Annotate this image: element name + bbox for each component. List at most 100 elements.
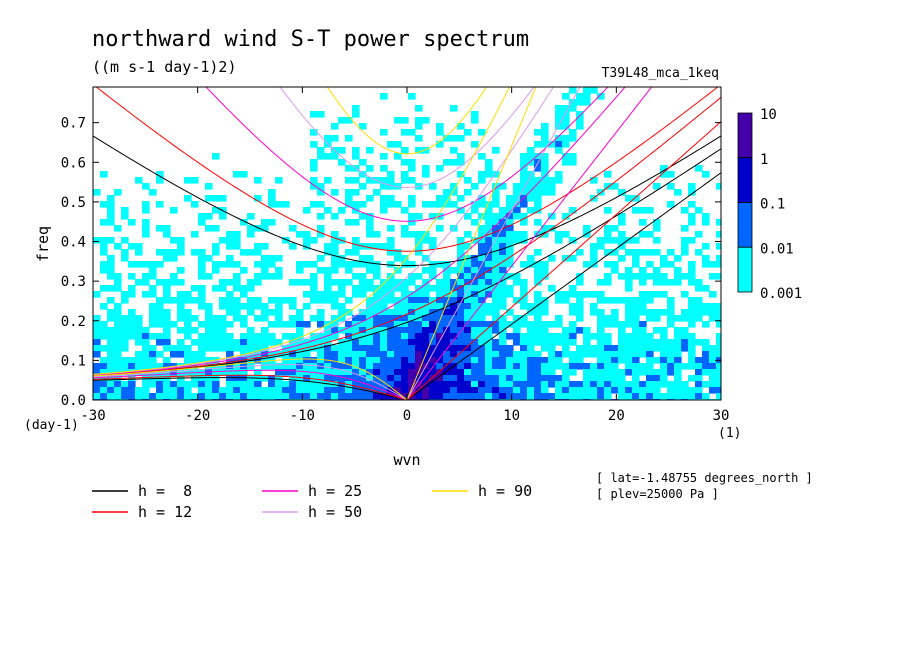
heatmap-cell <box>492 339 500 346</box>
heatmap-cell <box>611 297 619 304</box>
x-tick-label: 10 <box>503 408 520 424</box>
heatmap-cell <box>667 369 675 376</box>
heatmap-cell <box>408 195 416 202</box>
heatmap-cell <box>562 111 570 118</box>
heatmap-cell <box>436 369 444 376</box>
heatmap-cell <box>555 321 563 328</box>
heatmap-cell <box>569 303 577 310</box>
heatmap-cell <box>478 291 486 298</box>
heatmap-cell <box>520 153 528 160</box>
heatmap-cell <box>716 381 721 388</box>
heatmap-cell <box>233 171 241 178</box>
heatmap-cell <box>625 369 633 376</box>
heatmap-cell <box>534 315 542 322</box>
heatmap-cell <box>394 201 402 208</box>
heatmap-cell <box>170 345 178 352</box>
heatmap-cell <box>520 351 528 358</box>
heatmap-cell <box>352 153 360 160</box>
heatmap-cell <box>268 339 276 346</box>
heatmap-cell <box>548 363 556 370</box>
heatmap-cell <box>163 393 171 400</box>
heatmap-cell <box>506 393 514 400</box>
heatmap-cell <box>548 183 556 190</box>
heatmap-cell <box>226 303 234 310</box>
heatmap-cell <box>156 315 164 322</box>
heatmap-cell <box>555 357 563 364</box>
heatmap-cell <box>464 213 472 220</box>
y-tick-label: 0.6 <box>61 155 86 171</box>
heatmap-cell <box>408 345 416 352</box>
heatmap-cell <box>646 351 654 358</box>
heatmap-cell <box>177 237 185 244</box>
heatmap-cell <box>135 315 143 322</box>
heatmap-cell <box>317 231 325 238</box>
heatmap-cell <box>205 381 213 388</box>
heatmap-cell <box>457 333 465 340</box>
heatmap-cell <box>492 243 500 250</box>
x-tick-label: 30 <box>713 408 730 424</box>
heatmap-cell <box>359 381 367 388</box>
heatmap-cell <box>436 291 444 298</box>
heatmap-cell <box>303 351 311 358</box>
heatmap-cell <box>464 357 472 364</box>
heatmap-cell <box>282 297 290 304</box>
heatmap-cell <box>338 207 346 214</box>
heatmap-cell <box>709 381 717 388</box>
heatmap-cell <box>492 321 500 328</box>
heatmap-cell <box>184 351 192 358</box>
heatmap-cell <box>464 261 472 268</box>
heatmap-cell <box>520 345 528 352</box>
heatmap-cell <box>387 261 395 268</box>
heatmap-cell <box>597 369 605 376</box>
heatmap-cell <box>422 255 430 262</box>
heatmap-cell <box>401 291 409 298</box>
heatmap-cell <box>233 369 241 376</box>
heatmap-cell <box>233 315 241 322</box>
heatmap-cell <box>163 297 171 304</box>
heatmap-cell <box>478 249 486 256</box>
legend: h = 8h = 12h = 25h = 50h = 90 <box>92 482 532 521</box>
heatmap-cell <box>534 369 542 376</box>
heatmap-cell <box>583 99 591 106</box>
heatmap-cell <box>716 273 721 280</box>
heatmap-cell <box>436 357 444 364</box>
heatmap-cell <box>184 393 192 400</box>
heatmap-cell <box>310 387 318 394</box>
heatmap-cell <box>520 165 528 172</box>
heatmap-cell <box>107 381 115 388</box>
heatmap-cell <box>338 261 346 268</box>
heatmap-cell <box>646 375 654 382</box>
heatmap-cell <box>527 171 535 178</box>
heatmap-cell <box>380 207 388 214</box>
heatmap-cell <box>380 381 388 388</box>
heatmap-cell <box>380 315 388 322</box>
heatmap-cell <box>457 207 465 214</box>
legend-label: h = 25 <box>308 482 362 500</box>
heatmap-cell <box>667 297 675 304</box>
heatmap-cell <box>345 279 353 286</box>
heatmap-cell <box>254 243 262 250</box>
heatmap-cell <box>716 345 721 352</box>
heatmap-cell <box>352 393 360 400</box>
heatmap-cell <box>142 261 150 268</box>
heatmap-cell <box>310 363 318 370</box>
heatmap-cell <box>632 207 640 214</box>
heatmap-cell <box>415 291 423 298</box>
heatmap-cell <box>639 231 647 238</box>
heatmap-cell <box>331 279 339 286</box>
heatmap-cell <box>373 345 381 352</box>
heatmap-cell <box>205 357 213 364</box>
heatmap-cell <box>100 201 108 208</box>
heatmap-cell <box>387 291 395 298</box>
heatmap-cell <box>436 345 444 352</box>
heatmap-cell <box>485 369 493 376</box>
heatmap-cell <box>527 357 535 364</box>
heatmap-cell <box>114 225 122 232</box>
heatmap-cell <box>716 363 721 370</box>
heatmap-cell <box>156 171 164 178</box>
heatmap-cell <box>107 345 115 352</box>
heatmap-cell <box>93 333 101 340</box>
heatmap-cell <box>583 387 591 394</box>
heatmap-cell <box>170 369 178 376</box>
heatmap-cell <box>142 387 150 394</box>
